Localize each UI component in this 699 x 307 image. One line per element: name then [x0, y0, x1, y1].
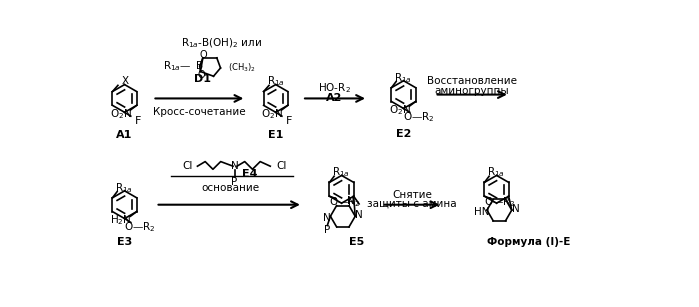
Text: (CH$_3$)$_2$: (CH$_3$)$_2$: [229, 62, 257, 74]
Text: O—R$_2$: O—R$_2$: [484, 196, 516, 209]
Text: HN: HN: [474, 207, 489, 217]
Text: O$_2$N: O$_2$N: [110, 107, 132, 121]
Text: N: N: [355, 210, 363, 220]
Text: N: N: [347, 196, 355, 206]
Text: O$_2$N: O$_2$N: [389, 103, 411, 117]
Text: O—R$_2$: O—R$_2$: [403, 110, 435, 124]
Text: защиты с амина: защиты с амина: [367, 198, 457, 208]
Text: N: N: [323, 213, 331, 223]
Text: Восстановление: Восстановление: [427, 76, 517, 87]
Text: F: F: [135, 116, 141, 126]
Text: O—R$_2$: O—R$_2$: [124, 220, 156, 234]
Text: Cl: Cl: [182, 161, 193, 171]
Text: X: X: [122, 76, 129, 86]
Text: Снятие: Снятие: [392, 190, 432, 200]
Text: E1: E1: [268, 130, 283, 140]
Text: Кросс-сочетание: Кросс-сочетание: [154, 107, 246, 117]
Text: F: F: [286, 116, 292, 126]
Text: O—R$_2$: O—R$_2$: [329, 196, 361, 209]
Text: R$_{1a}$: R$_{1a}$: [115, 181, 133, 195]
Text: E5: E5: [350, 237, 365, 247]
Text: аминогруппы: аминогруппы: [435, 86, 509, 96]
Text: E2: E2: [396, 129, 411, 139]
Text: O: O: [197, 70, 205, 80]
Text: E4: E4: [243, 169, 258, 179]
Text: O: O: [200, 50, 208, 60]
Text: HO-R$_2$: HO-R$_2$: [318, 82, 351, 95]
Text: P: P: [231, 177, 238, 187]
Text: E3: E3: [117, 237, 132, 247]
Text: A2: A2: [326, 93, 343, 103]
Text: O$_2$N: O$_2$N: [261, 107, 283, 121]
Text: N: N: [231, 161, 238, 171]
Text: D1: D1: [194, 74, 210, 84]
Text: H$_2$N: H$_2$N: [110, 213, 131, 227]
Text: R$_{1a}$: R$_{1a}$: [332, 165, 350, 179]
Text: Cl: Cl: [277, 161, 287, 171]
Text: R$_{1a}$: R$_{1a}$: [394, 71, 412, 84]
Text: R$_{1a}$: R$_{1a}$: [267, 74, 285, 87]
Text: Формула (I)-E: Формула (I)-E: [487, 237, 571, 247]
Text: R$_{1a}$-B(OH)$_2$ или: R$_{1a}$-B(OH)$_2$ или: [181, 36, 262, 50]
Text: основание: основание: [202, 183, 260, 193]
Text: A1: A1: [117, 130, 133, 140]
Text: N: N: [512, 204, 519, 214]
Text: P: P: [324, 225, 331, 235]
Text: R$_{1a}$—: R$_{1a}$—: [163, 59, 192, 73]
Text: B: B: [196, 61, 203, 71]
Text: R$_{1a}$: R$_{1a}$: [487, 165, 505, 179]
